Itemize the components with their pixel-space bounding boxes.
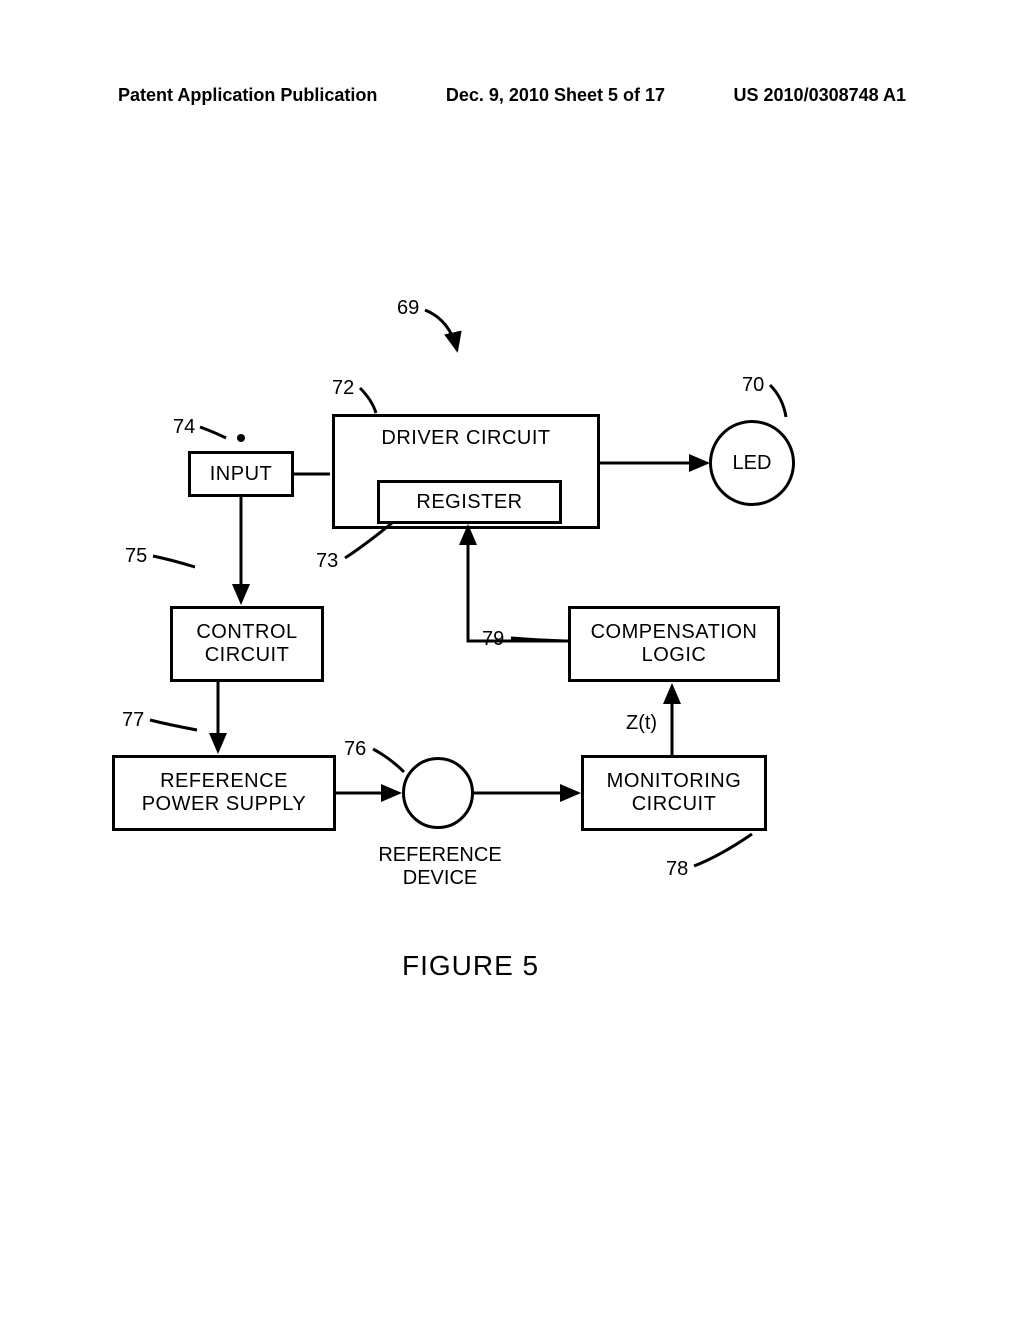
monitoring-line1: MONITORING bbox=[607, 770, 742, 793]
ref-73: 73 bbox=[316, 550, 338, 573]
compensation-line2: LOGIC bbox=[642, 644, 707, 667]
refdev-line1: REFERENCE bbox=[370, 844, 510, 867]
refpower-line2: POWER SUPPLY bbox=[142, 793, 307, 816]
ref-69: 69 bbox=[397, 297, 419, 320]
register-label: REGISTER bbox=[416, 491, 522, 514]
register-box: REGISTER bbox=[377, 480, 562, 524]
driver-circuit-label: DRIVER CIRCUIT bbox=[381, 427, 550, 450]
ref-76: 76 bbox=[344, 738, 366, 761]
led-circle: LED bbox=[709, 420, 795, 506]
refpower-line1: REFERENCE bbox=[160, 770, 288, 793]
ref-75: 75 bbox=[125, 545, 147, 568]
driver-circuit-box: DRIVER CIRCUIT REGISTER bbox=[332, 414, 600, 529]
control-circuit-box: CONTROL CIRCUIT bbox=[170, 606, 324, 682]
figure-label: FIGURE 5 bbox=[402, 950, 539, 982]
ref-72: 72 bbox=[332, 377, 354, 400]
reference-device-circle bbox=[402, 757, 474, 829]
reference-power-supply-box: REFERENCE POWER SUPPLY bbox=[112, 755, 336, 831]
ref-70: 70 bbox=[742, 374, 764, 397]
input-dot bbox=[237, 434, 245, 442]
refdev-line2: DEVICE bbox=[370, 867, 510, 890]
led-label: LED bbox=[733, 452, 772, 475]
diagram-area: DRIVER CIRCUIT REGISTER INPUT CONTROL CI… bbox=[0, 0, 1024, 1320]
control-line2: CIRCUIT bbox=[205, 644, 290, 667]
input-label: INPUT bbox=[210, 463, 273, 486]
input-box: INPUT bbox=[188, 451, 294, 497]
monitoring-circuit-box: MONITORING CIRCUIT bbox=[581, 755, 767, 831]
ref-79: 79 bbox=[482, 628, 504, 651]
ref-74: 74 bbox=[173, 416, 195, 439]
control-line1: CONTROL bbox=[196, 621, 297, 644]
monitoring-line2: CIRCUIT bbox=[632, 793, 717, 816]
zt-label: Z(t) bbox=[626, 712, 657, 735]
ref-78: 78 bbox=[666, 858, 688, 881]
reference-device-label: REFERENCE DEVICE bbox=[370, 844, 510, 890]
compensation-line1: COMPENSATION bbox=[591, 621, 758, 644]
ref-77: 77 bbox=[122, 709, 144, 732]
connectors-svg bbox=[0, 0, 1024, 1320]
compensation-logic-box: COMPENSATION LOGIC bbox=[568, 606, 780, 682]
